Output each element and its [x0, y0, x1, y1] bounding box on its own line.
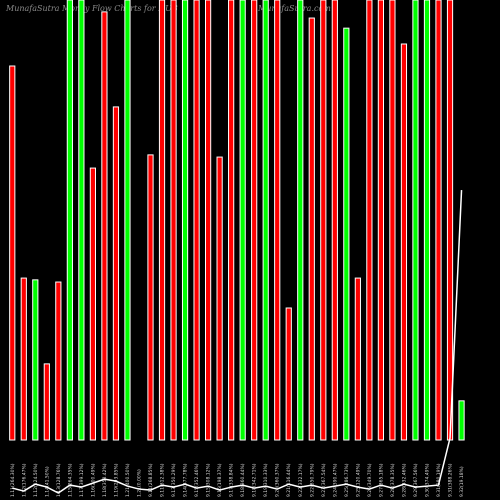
bar	[89, 167, 97, 441]
bar	[66, 0, 73, 441]
bar	[78, 0, 85, 441]
chart-subtitle: MunafaSutra.com	[257, 4, 331, 13]
x-tick-label: 1.17(399.12%)	[79, 463, 85, 497]
bar	[354, 277, 361, 441]
x-tick-label: 9.30(374.49%)	[424, 463, 430, 497]
bar	[446, 0, 454, 441]
bar	[331, 0, 338, 441]
bar	[101, 11, 108, 441]
x-tick-label: 1.12(176.47%)	[21, 463, 27, 497]
bar	[20, 277, 27, 441]
x-tick-label: 9.11(268.85%)	[148, 463, 154, 497]
bar	[112, 106, 120, 441]
bar	[320, 0, 327, 441]
bar	[251, 0, 258, 441]
x-tick-label: 1.14(41.50%)	[44, 466, 50, 497]
x-tick-label: 9.31(388.26%)	[448, 463, 454, 497]
x-tick-label: 9.22(332.17%)	[298, 463, 304, 497]
x-tick-label: 9.20(360.37%)	[275, 463, 281, 497]
x-tick-label: 9.15(352.46%)	[194, 463, 200, 497]
bar	[285, 307, 292, 441]
bar	[343, 27, 350, 441]
x-tick-label: 9.18(360.44%)	[240, 463, 246, 497]
x-tick-label: 9.27(365.18%)	[378, 463, 384, 497]
bar	[193, 0, 200, 441]
x-tick-label: 9.18(342.71%)	[252, 463, 258, 497]
x-tick-label: 1.21(0.00%)	[136, 469, 142, 497]
bar	[377, 0, 384, 441]
x-tick-label: 9.15(308.12%)	[206, 463, 212, 497]
x-tick-label: 9.23(367.54%)	[321, 463, 327, 497]
x-tick-label: 9.17(338.84%)	[229, 463, 235, 497]
bar	[158, 0, 166, 441]
bar	[458, 400, 465, 441]
x-tick-label: 9.26(349.70%)	[367, 463, 373, 497]
bar	[228, 0, 235, 441]
bar	[262, 0, 269, 441]
bar	[308, 17, 315, 441]
x-tick-label: 9.25(286.73%)	[344, 463, 350, 497]
bar	[239, 0, 246, 441]
bar	[412, 0, 419, 441]
x-tick-label: 9.19(310.33%)	[263, 463, 269, 497]
bar	[205, 0, 212, 441]
x-tick-label: 1.15(264.35%)	[67, 463, 73, 497]
x-tick-label: 9.24(390.47%)	[332, 463, 338, 497]
bar	[9, 65, 16, 441]
x-tick-label: 9.28(332.46%)	[401, 463, 407, 497]
x-tick-label: 9.14(377.78%)	[183, 463, 189, 497]
x-tick-label: 1.21(400.50%)	[125, 463, 131, 497]
bar	[124, 0, 131, 441]
bar	[147, 154, 154, 441]
bar	[423, 0, 431, 441]
bar	[55, 281, 62, 441]
x-tick-label: 1.13(128.76%)	[56, 463, 62, 497]
x-tick-label: 9.13(350.29%)	[171, 463, 177, 497]
bar	[43, 363, 50, 441]
bar	[297, 0, 304, 441]
bar	[274, 0, 281, 441]
x-tick-label: 9.32(19.18%)	[459, 466, 465, 497]
bar	[32, 279, 39, 441]
x-tick-label: 1.19(293.85%)	[113, 463, 119, 497]
bar	[435, 0, 442, 441]
chart-title: MunafaSutra Money Flow Charts for HUB	[5, 4, 178, 13]
bar	[181, 0, 189, 441]
flow-line	[12, 190, 463, 494]
bar	[366, 0, 373, 441]
x-tick-label: 9.16(198.37%)	[217, 463, 223, 497]
x-tick-label: 1.16(200.49%)	[90, 463, 96, 497]
bar	[400, 43, 408, 441]
x-tick-label: 9.11(312.38%)	[160, 463, 166, 497]
x-tick-label: 9.29(367.56%)	[413, 463, 419, 497]
x-tick-label: 1.18(358.42%)	[102, 463, 108, 497]
x-tick-label: 1.12(124.50%)	[33, 463, 39, 497]
bar	[170, 0, 177, 441]
bar	[216, 156, 223, 441]
x-tick-label: 9.28(378.35%)	[390, 463, 396, 497]
x-tick-label: 9.25(120.49%)	[355, 463, 361, 497]
x-tick-label: 9.22(350.79%)	[309, 463, 315, 497]
x-tick-label: 1.11(264.30%)	[10, 463, 16, 497]
x-tick-label: 9.21(116.44%)	[286, 463, 292, 497]
bar	[389, 0, 396, 441]
